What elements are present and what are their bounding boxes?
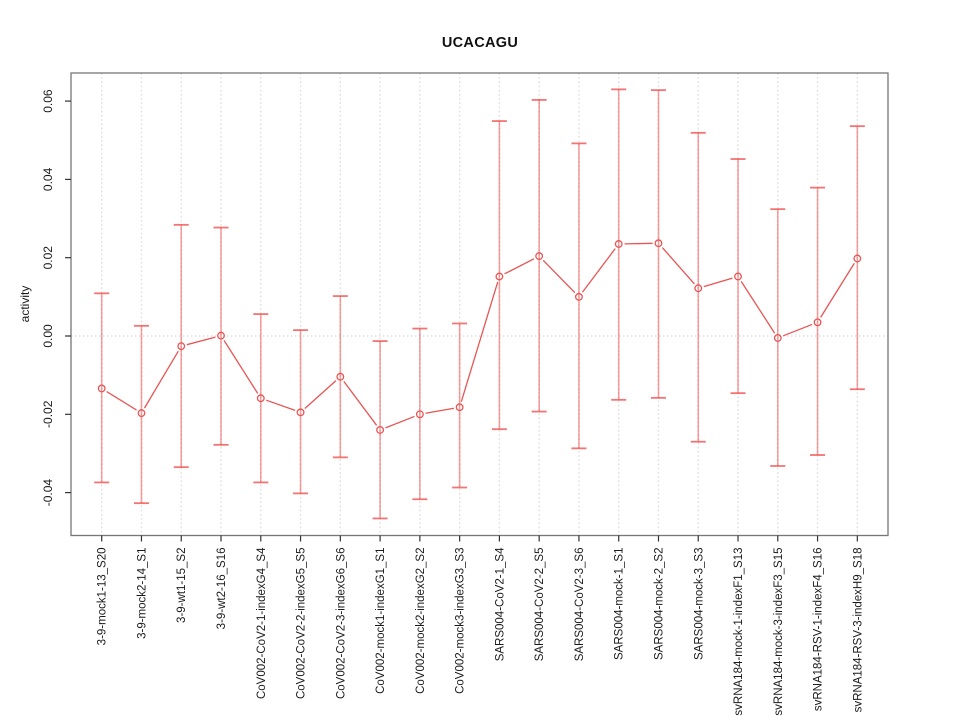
- series-line-segment: [820, 263, 855, 318]
- series-line-segment: [740, 281, 776, 334]
- series-line-segment: [143, 350, 179, 409]
- series-line-segment: [304, 380, 337, 409]
- x-tick-label: CoV002-mock1-indexG1_S1: [375, 548, 387, 694]
- data-point: [217, 331, 225, 340]
- series-line-segment: [542, 259, 576, 294]
- data-point: [614, 240, 623, 248]
- data-point: [853, 254, 862, 263]
- x-tick-label: 3-9-mock1-13_S20: [97, 548, 109, 646]
- series-line-segment: [624, 242, 653, 245]
- error-bars: [94, 88, 865, 520]
- x-tick-label: svRNA184-mock-3-indexF3_S15: [773, 548, 785, 716]
- y-axis: -0.04 -0.02 0.00 0.02 0.04 0.06: [41, 89, 71, 506]
- data-point: [137, 409, 146, 418]
- series-line-segment: [782, 323, 813, 337]
- data-point: [415, 410, 424, 419]
- chart-title: UCACAGU: [441, 35, 519, 51]
- data-point: [177, 342, 186, 351]
- x-tick-label: SARS004-CoV2-2_S5: [534, 548, 546, 662]
- series-line-segment: [703, 277, 733, 288]
- data-point: [773, 334, 782, 342]
- series-line-segment: [504, 258, 535, 275]
- data-point: [574, 292, 583, 301]
- x-tick-label: CoV002-CoV2-3-indexG6_S6: [335, 548, 347, 700]
- series-line-segment: [425, 407, 455, 414]
- series-line-segment: [343, 380, 378, 426]
- y-tick-label: 0.06: [41, 89, 55, 113]
- series-line-segment: [223, 340, 259, 394]
- x-tick-label: svRNA184-RSV-3-indexH9_S18: [852, 548, 864, 713]
- y-tick-label: -0.04: [41, 479, 55, 507]
- plot-border: [70, 72, 889, 537]
- y-tick-label: 0.04: [41, 167, 55, 191]
- x-tick-label: 3-9-wt2-16_S16: [216, 548, 228, 630]
- x-tick-label: svRNA184-mock-1-indexF1_S13: [733, 548, 745, 716]
- series-line-segment: [186, 336, 216, 346]
- series-line-segment: [661, 247, 695, 285]
- data-point: [535, 252, 544, 261]
- data-point: [97, 384, 106, 393]
- data-points: [97, 239, 862, 434]
- series-line: [106, 242, 855, 429]
- x-tick-label: CoV002-CoV2-2-indexG5_S5: [296, 548, 308, 700]
- series-line-segment: [460, 281, 499, 402]
- x-tick-label: SARS004-mock-1_S1: [614, 548, 626, 661]
- x-tick-label: CoV002-CoV2-1-indexG4_S4: [256, 547, 268, 699]
- data-point: [495, 272, 504, 281]
- y-tick-label: -0.02: [41, 400, 55, 428]
- data-point: [694, 284, 703, 293]
- series-line-segment: [106, 390, 137, 411]
- x-tick-label: CoV002-mock2-indexG2_S2: [415, 548, 427, 694]
- data-point: [336, 372, 345, 381]
- x-tick-label: SARS004-mock-2_S2: [653, 548, 665, 661]
- y-tick-label: 0.00: [41, 324, 55, 348]
- x-tick-label: 3-9-mock2-14_S1: [136, 548, 148, 639]
- series-line-segment: [581, 248, 616, 293]
- x-tick-label: SARS004-CoV2-1_S4: [494, 547, 506, 661]
- data-point: [455, 403, 464, 412]
- data-point: [813, 318, 822, 327]
- data-point: [734, 272, 742, 281]
- data-point: [296, 408, 305, 417]
- gridlines: [100, 73, 859, 536]
- x-tick-label: SARS004-mock-3_S3: [693, 548, 705, 661]
- x-axis: 3-9-mock1-13_S20 3-9-mock2-14_S1 3-9-wt1-1…: [97, 535, 864, 716]
- x-tick-label: CoV002-mock3-indexG3_S3: [455, 548, 467, 694]
- data-point: [654, 239, 663, 248]
- x-tick-label: 3-9-wt1-15_S2: [176, 548, 188, 623]
- series-line-segment: [266, 399, 296, 412]
- series-line-segment: [385, 415, 415, 429]
- y-tick-label: 0.02: [41, 246, 55, 270]
- x-tick-label: SARS004-CoV2-3_S6: [574, 548, 586, 662]
- data-point: [256, 394, 265, 403]
- y-axis-label: activity: [18, 286, 32, 323]
- x-tick-label: svRNA184-RSV-1-indexF4_S16: [813, 548, 825, 712]
- data-point: [376, 426, 385, 434]
